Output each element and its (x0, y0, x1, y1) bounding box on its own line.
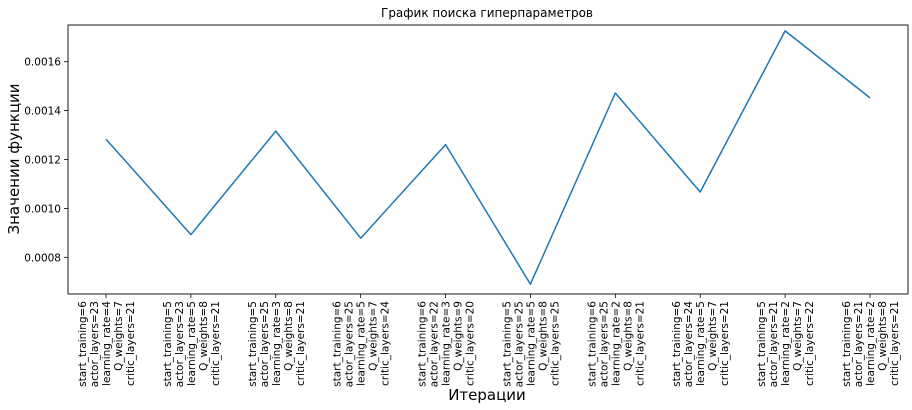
x-tick-label-group: start_training=6 actor_layers=25 learning_… (586, 301, 646, 388)
y-axis: 0.0008 0.0010 0.0012 0.0014 0.0016 (24, 57, 68, 264)
x-tick-label: critic_layers=21 (125, 301, 137, 386)
x-tick-label-group: start_training=5 actor_layers=25 learning_… (501, 301, 561, 387)
x-tick-label: learning_rate=5 (186, 301, 198, 386)
x-tick-label: Q_weights=7 (792, 301, 804, 371)
x-tick-label: actor_layers=21 (768, 301, 780, 387)
x-tick-label-group: start_training=6 actor_layers=23 learning_… (77, 301, 137, 388)
x-tick-label: Q_weights=7 (368, 301, 380, 371)
x-tick-label: start_training=5 (162, 301, 174, 387)
x-tick-label: start_training=6 (671, 301, 683, 387)
x-tick-label: actor_layers=25 (598, 301, 610, 387)
x-tick-label: actor_layers=24 (683, 301, 695, 388)
y-tick-label: 0.0014 (24, 106, 61, 118)
x-tick-label: critic_layers=22 (804, 301, 816, 386)
plot-frame (67, 24, 909, 295)
x-tick-label: Q_weights=8 (198, 301, 210, 371)
y-tick-label: 0.0010 (24, 203, 61, 215)
x-tick-label: learning_rate=5 (525, 301, 537, 386)
x-tick-label-group: start_training=6 actor_layers=21 learning_… (841, 301, 901, 388)
x-tick-label: actor_layers=25 (344, 301, 356, 387)
x-tick-label: critic_layers=21 (719, 301, 731, 386)
x-axis-title: Итерации (448, 386, 526, 404)
x-tick-label: start_training=5 (501, 301, 513, 387)
x-tick-label: start_training=6 (77, 301, 89, 387)
x-tick-label: start_training=6 (417, 301, 429, 387)
x-tick-label: Q_weights=8 (537, 301, 549, 371)
x-tick-label-group: start_training=6 actor_layers=25 learning_… (332, 301, 392, 388)
x-tick-label-group: start_training=5 actor_layers=23 learning_… (162, 301, 222, 387)
x-tick-label: learning_rate=5 (695, 301, 707, 386)
x-tick-label-group: start_training=6 actor_layers=24 learning_… (671, 301, 731, 388)
x-tick-label-group: start_training=5 actor_layers=25 learning_… (247, 301, 307, 387)
x-tick-label: actor_layers=23 (89, 301, 101, 387)
x-tick-label: Q_weights=7 (707, 301, 719, 371)
x-tick-label: learning_rate=2 (780, 301, 792, 386)
x-axis: start_training=6 actor_layers=23 learning_… (77, 294, 901, 387)
x-tick-label: critic_layers=21 (295, 301, 307, 386)
y-tick-label: 0.0008 (24, 252, 61, 264)
x-tick-label-group: start_training=6 actor_layers=22 learning_… (417, 301, 477, 388)
x-tick-label: start_training=6 (332, 301, 344, 387)
y-tick-label: 0.0016 (24, 57, 61, 69)
y-tick-label: 0.0012 (24, 155, 61, 167)
series-layer (105, 30, 871, 285)
x-tick-label: critic_layers=21 (210, 301, 222, 386)
x-tick-label: actor_layers=22 (429, 301, 441, 387)
x-tick-label: learning_rate=2 (865, 301, 877, 386)
x-tick-label: Q_weights=8 (283, 301, 295, 371)
x-tick-label: start_training=5 (756, 301, 768, 387)
x-tick-label: learning_rate=2 (610, 301, 622, 386)
x-tick-label: critic_layers=24 (380, 301, 392, 386)
y-axis-title: Значении функции (5, 83, 23, 234)
x-tick-label: Q_weights=8 (877, 301, 889, 371)
x-tick-label: actor_layers=23 (174, 301, 186, 387)
x-tick-label: learning_rate=3 (441, 301, 453, 386)
x-tick-label: critic_layers=25 (549, 301, 561, 386)
x-tick-label-group: start_training=5 actor_layers=21 learning_… (756, 301, 816, 387)
x-tick-label: start_training=6 (841, 301, 853, 387)
series-line (105, 30, 871, 285)
x-tick-label: critic_layers=21 (634, 301, 646, 386)
chart-title: График поиска гиперпараметров (381, 6, 593, 20)
x-tick-label: learning_rate=4 (101, 301, 113, 386)
x-tick-label: Q_weights=9 (453, 301, 465, 371)
x-tick-label: Q_weights=7 (113, 301, 125, 371)
x-tick-label: critic_layers=21 (889, 301, 901, 386)
x-tick-label: actor_layers=21 (853, 301, 865, 387)
x-tick-label: start_training=5 (247, 301, 259, 387)
x-tick-label: learning_rate=3 (271, 301, 283, 386)
plot-area (67, 24, 909, 295)
x-tick-label: Q_weights=8 (622, 301, 634, 371)
x-tick-label: actor_layers=25 (513, 301, 525, 387)
x-tick-label: critic_layers=20 (465, 301, 477, 386)
x-tick-label: actor_layers=25 (259, 301, 271, 387)
x-tick-label: start_training=6 (586, 301, 598, 387)
x-tick-label: learning_rate=5 (356, 301, 368, 386)
